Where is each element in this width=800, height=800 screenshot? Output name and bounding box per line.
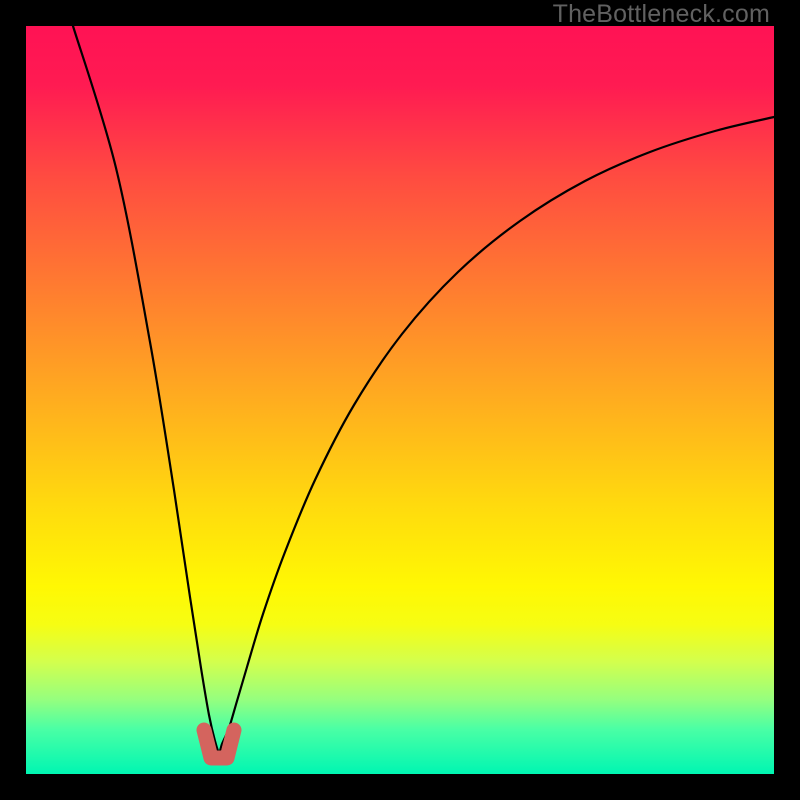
frame-bottom [0, 774, 800, 800]
plot-background-gradient [26, 26, 774, 774]
frame-right [774, 0, 800, 800]
chart-root: TheBottleneck.com [0, 0, 800, 800]
frame-left [0, 0, 26, 800]
watermark-text: TheBottleneck.com [553, 0, 770, 29]
